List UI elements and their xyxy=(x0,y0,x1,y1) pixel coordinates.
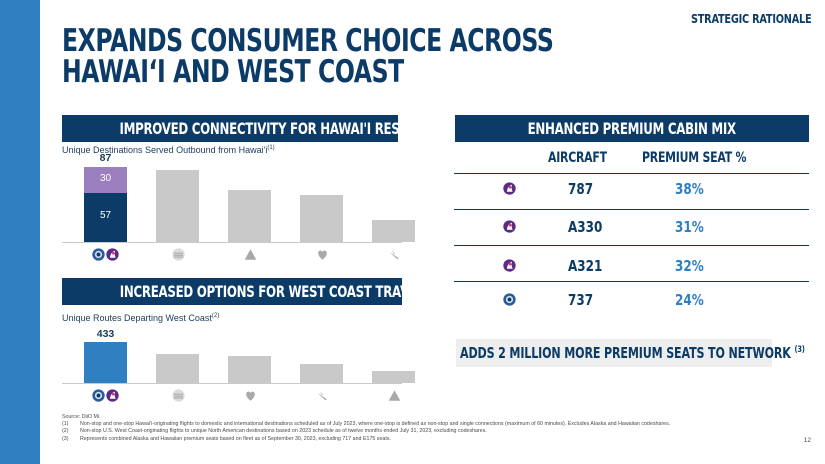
destinations-subtitle: Unique Destinations Served Outbound from… xyxy=(62,145,275,155)
source-note: Source: DiiO Mi. xyxy=(62,414,101,420)
bar-segment-label: 57 xyxy=(99,210,112,222)
routes-subtitle: Unique Routes Departing West Coast(2) xyxy=(62,313,220,323)
footnote-3: (3) Represents combined Alaska and Hawaii… xyxy=(62,435,391,442)
bar xyxy=(300,194,343,242)
premium-seat-cell: 32% xyxy=(675,257,704,275)
left-accent-bar xyxy=(0,0,40,464)
alaska-logo xyxy=(91,248,105,261)
bar xyxy=(372,220,415,242)
alaska-logo xyxy=(503,293,516,306)
bar-value-label: 433 xyxy=(96,327,115,340)
table-divider xyxy=(454,209,809,210)
bar-segment xyxy=(84,192,127,242)
footnote-2: (2) Non-stop U.S. West Coast-originating … xyxy=(62,428,487,435)
footnotes: Source: DiiO Mi. (1) Non-stop and one-sto… xyxy=(62,414,762,443)
delta-logo xyxy=(244,248,257,261)
title-line-1: EXPANDS CONSUMER CHOICE ACROSS xyxy=(62,23,554,59)
bar xyxy=(228,356,271,383)
american-logo xyxy=(316,389,329,402)
hawaiian-logo xyxy=(105,389,119,402)
premium-seat-cell: 38% xyxy=(675,180,704,198)
aircraft-cell: 787 xyxy=(568,180,594,198)
page-title: EXPANDS CONSUMER CHOICE ACROSS HAWAI‘I A… xyxy=(62,23,554,90)
bar-total-label: 87 xyxy=(99,151,112,164)
premium-seats-callout: ADDS 2 MILLION MORE PREMIUM SEATS TO NET… xyxy=(456,339,805,367)
aircraft-cell: 737 xyxy=(568,291,594,309)
bar xyxy=(228,190,271,242)
table-divider xyxy=(454,245,809,246)
hawaiian-logo xyxy=(503,182,516,195)
united-logo xyxy=(171,389,185,402)
table-divider xyxy=(454,281,809,282)
bar xyxy=(156,353,199,383)
west-coast-banner: INCREASED OPTIONS FOR WEST COAST TRAVELE… xyxy=(62,278,449,305)
delta-logo xyxy=(388,389,401,402)
southwest-logo xyxy=(244,389,257,402)
connectivity-banner: IMPROVED CONNECTIVITY FOR HAWAI'I RESIDE… xyxy=(62,115,447,142)
hawaiian-logo xyxy=(503,220,516,233)
southwest-logo xyxy=(316,248,329,261)
united-logo xyxy=(171,248,185,261)
bar-segment-label: 30 xyxy=(99,172,112,184)
hawaiian-logo xyxy=(503,259,516,272)
hawaiian-logo xyxy=(105,248,119,261)
premium-seat-cell: 24% xyxy=(675,291,704,309)
aircraft-column-header: AIRCRAFT xyxy=(548,150,607,166)
alaska-logo xyxy=(91,389,105,402)
bar xyxy=(372,370,415,383)
bar xyxy=(84,341,127,383)
bar xyxy=(300,364,343,383)
title-line-2: HAWAI‘I AND WEST COAST xyxy=(62,54,404,90)
section-tag: STRATEGIC RATIONALE xyxy=(690,11,812,26)
premium-seat-cell: 31% xyxy=(675,218,704,236)
chart-baseline xyxy=(62,242,402,243)
table-divider xyxy=(454,173,809,174)
aircraft-cell: A330 xyxy=(568,218,603,236)
footnote-1: (1) Non-stop and one-stop Hawai'i-origina… xyxy=(62,421,671,428)
premium-column-header: PREMIUM SEAT % xyxy=(642,150,747,166)
bar-segment xyxy=(84,166,127,193)
page-number: 12 xyxy=(803,437,811,444)
premium-cabin-banner: ENHANCED PREMIUM CABIN MIX xyxy=(455,115,809,142)
bar xyxy=(156,170,199,242)
chart-baseline xyxy=(62,383,402,384)
american-logo xyxy=(388,248,401,261)
aircraft-cell: A321 xyxy=(568,257,603,275)
